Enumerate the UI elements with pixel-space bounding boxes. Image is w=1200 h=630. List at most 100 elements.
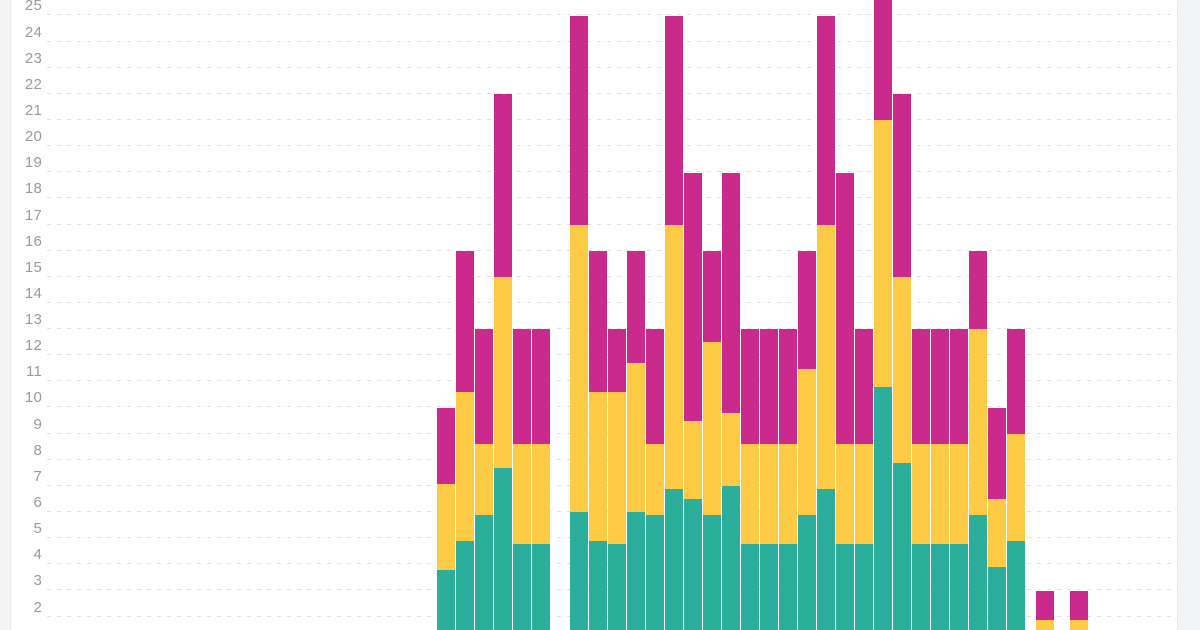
bar[interactable] xyxy=(931,329,949,630)
gridline-17 xyxy=(47,224,1178,225)
bar[interactable] xyxy=(703,250,721,630)
bar[interactable] xyxy=(722,172,740,630)
bar-segment-teal xyxy=(532,543,550,630)
bar-segment-teal xyxy=(475,514,493,630)
bar-segment-yellow xyxy=(684,420,702,500)
bar[interactable] xyxy=(969,250,987,630)
bar-segment-teal xyxy=(931,543,949,630)
bar[interactable] xyxy=(589,250,607,630)
bar[interactable] xyxy=(836,172,854,630)
gridline-23 xyxy=(47,67,1178,68)
bar[interactable] xyxy=(798,250,816,630)
bar[interactable] xyxy=(1007,329,1025,630)
bar-segment-yellow xyxy=(855,444,873,544)
bar[interactable] xyxy=(1036,590,1054,630)
y-tick-label-6: 6 xyxy=(33,494,42,511)
bar-segment-teal xyxy=(608,543,626,630)
bar[interactable] xyxy=(684,172,702,630)
gridline-13 xyxy=(47,328,1178,329)
bar[interactable] xyxy=(741,329,759,630)
bar[interactable] xyxy=(437,407,455,630)
bar[interactable] xyxy=(665,15,683,630)
bar-segment-yellow xyxy=(703,342,721,515)
bar-segment-magenta xyxy=(874,0,892,121)
y-tick-label-8: 8 xyxy=(33,442,42,459)
bar[interactable] xyxy=(874,0,892,630)
bar[interactable] xyxy=(570,15,588,630)
gridline-20 xyxy=(47,145,1178,146)
bar-segment-yellow xyxy=(1007,433,1025,542)
bar-segment-magenta xyxy=(494,94,512,278)
bar-segment-teal xyxy=(988,567,1006,630)
bar[interactable] xyxy=(1070,590,1088,630)
bar[interactable] xyxy=(760,329,778,630)
bar-segment-magenta xyxy=(969,250,987,330)
y-tick-label-5: 5 xyxy=(33,520,42,537)
bar-segment-teal xyxy=(855,543,873,630)
bar[interactable] xyxy=(988,407,1006,630)
bar[interactable] xyxy=(456,250,474,630)
left-page-gutter xyxy=(0,0,10,630)
y-tick-label-14: 14 xyxy=(24,285,42,302)
bar-segment-magenta xyxy=(532,329,550,445)
bar-segment-magenta xyxy=(1036,590,1054,620)
bar-segment-teal xyxy=(665,488,683,630)
bar-segment-magenta xyxy=(836,172,854,445)
y-tick-label-9: 9 xyxy=(33,416,42,433)
bar-segment-yellow xyxy=(570,224,588,513)
bar-segment-teal xyxy=(513,543,531,630)
y-tick-label-7: 7 xyxy=(33,468,42,485)
bar[interactable] xyxy=(475,329,493,630)
bar-segment-yellow xyxy=(931,444,949,544)
bar-segment-magenta xyxy=(437,407,455,484)
gridline-24 xyxy=(47,41,1178,42)
bar[interactable] xyxy=(912,329,930,630)
y-tick-label-4: 4 xyxy=(33,546,42,563)
bar-segment-magenta xyxy=(1070,590,1088,620)
bar-segment-yellow xyxy=(741,444,759,544)
bar[interactable] xyxy=(855,329,873,630)
bar-segment-yellow xyxy=(893,277,911,463)
bar[interactable] xyxy=(950,329,968,630)
bar[interactable] xyxy=(494,94,512,630)
bar-segment-yellow xyxy=(1070,619,1088,630)
bar-segment-magenta xyxy=(760,329,778,445)
bar-segment-yellow xyxy=(836,444,854,544)
bar[interactable] xyxy=(513,329,531,630)
bar-segment-teal xyxy=(779,543,797,630)
bar-segment-magenta xyxy=(684,172,702,421)
bar-segment-teal xyxy=(646,514,664,630)
bar-segment-teal xyxy=(874,386,892,630)
bar[interactable] xyxy=(779,329,797,630)
bar[interactable] xyxy=(608,329,626,630)
bar-segment-magenta xyxy=(646,329,664,445)
left-gutter-edge xyxy=(10,0,11,630)
bar-segment-magenta xyxy=(513,329,531,445)
bar-segment-teal xyxy=(456,541,474,630)
bar-segment-yellow xyxy=(817,224,835,489)
gridline-14 xyxy=(47,302,1178,303)
bar-segment-magenta xyxy=(817,15,835,225)
bar-segment-teal xyxy=(817,488,835,630)
bar[interactable] xyxy=(532,329,550,630)
y-tick-label-10: 10 xyxy=(24,389,42,406)
bar-segment-teal xyxy=(494,467,512,630)
y-tick-label-12: 12 xyxy=(24,337,42,354)
y-tick-label-18: 18 xyxy=(24,180,42,197)
bar[interactable] xyxy=(893,94,911,630)
bar-segment-magenta xyxy=(475,329,493,445)
bar[interactable] xyxy=(817,15,835,630)
bar[interactable] xyxy=(646,329,664,630)
bar-segment-magenta xyxy=(988,407,1006,500)
bar-segment-yellow xyxy=(437,483,455,570)
y-tick-label-22: 22 xyxy=(24,76,42,93)
bar-segment-magenta xyxy=(456,250,474,393)
y-tick-label-3: 3 xyxy=(33,572,42,589)
bar-segment-magenta xyxy=(608,329,626,393)
bar-segment-teal xyxy=(589,541,607,630)
bar-segment-teal xyxy=(722,486,740,630)
bar[interactable] xyxy=(627,250,645,630)
gridline-16 xyxy=(47,250,1178,251)
gridline-25 xyxy=(47,14,1178,15)
